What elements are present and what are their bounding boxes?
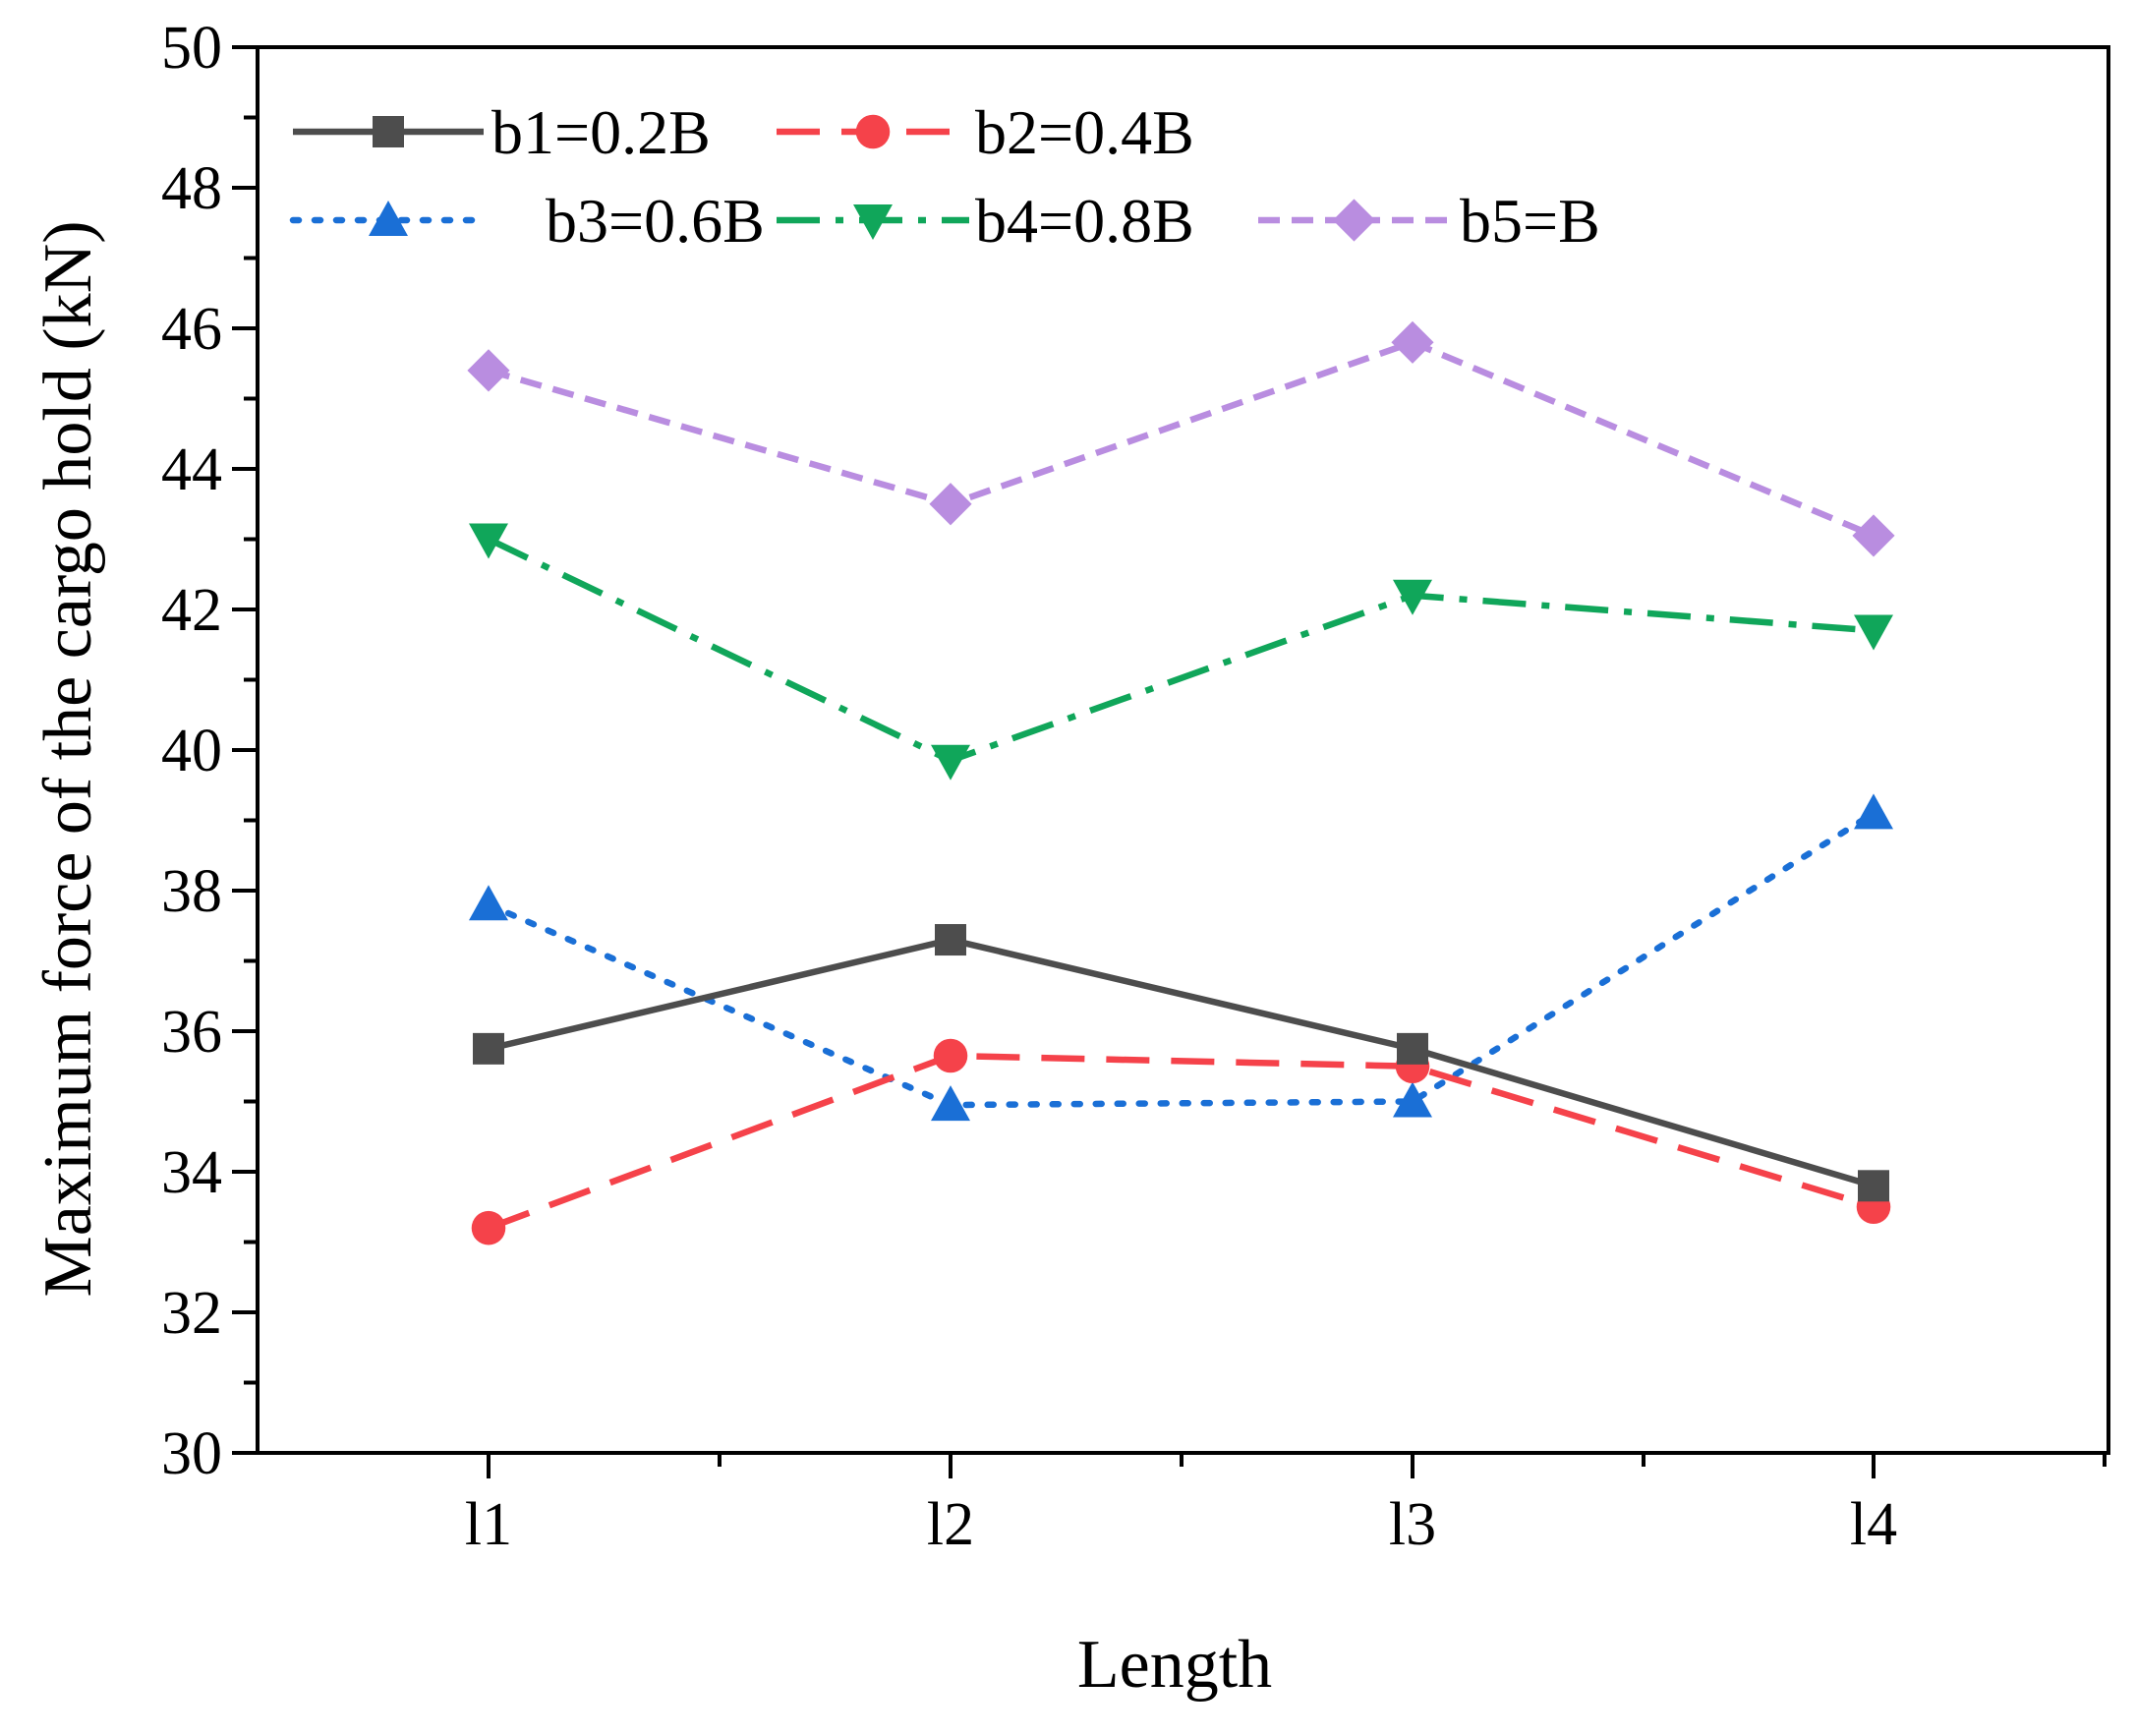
series-2-point bbox=[471, 1210, 506, 1245]
legend: b1=0.2B b2=0.4B b3=0.6B b4=0.8B b5=B bbox=[289, 97, 1600, 256]
y-axis: 30 32 34 36 38 40 42 44 46 48 50 bbox=[161, 15, 258, 1487]
series-5-point bbox=[1391, 320, 1434, 364]
series-3 bbox=[469, 793, 1893, 1122]
y-tick-label: 32 bbox=[161, 1280, 222, 1347]
series-1-point bbox=[1858, 1170, 1889, 1202]
series-1-point bbox=[1397, 1032, 1428, 1065]
series-3-point bbox=[931, 1085, 970, 1122]
series-5-point bbox=[467, 349, 510, 392]
legend-swatch-marker bbox=[373, 116, 404, 147]
series-5 bbox=[467, 320, 1895, 557]
series-3-point bbox=[1854, 793, 1893, 830]
series-4-point bbox=[1393, 579, 1432, 615]
series-1 bbox=[473, 924, 1889, 1202]
series-1-point bbox=[935, 924, 966, 956]
legend-label: b2=0.4B bbox=[975, 97, 1194, 167]
legend-item-5: b5=B bbox=[1258, 186, 1600, 256]
x-axis-title: Length bbox=[1077, 1627, 1272, 1703]
legend-item-3: b3=0.6B bbox=[289, 186, 765, 256]
y-tick-label: 48 bbox=[161, 155, 222, 222]
series-3-point bbox=[469, 885, 508, 921]
legend-swatch-marker bbox=[1332, 199, 1376, 242]
x-tick-label: l2 bbox=[927, 1491, 974, 1558]
y-tick-label: 44 bbox=[161, 436, 222, 503]
series-2-line bbox=[487, 1052, 1875, 1232]
legend-item-1: b1=0.2B bbox=[293, 97, 711, 167]
y-axis-title: Maximum force of the cargo hold (kN) bbox=[30, 220, 106, 1297]
legend-swatch-marker bbox=[855, 114, 891, 149]
y-tick-label: 50 bbox=[161, 15, 222, 82]
series-3-point bbox=[1393, 1081, 1432, 1118]
legend-item-4: b4=0.8B bbox=[777, 186, 1194, 256]
y-tick-label: 34 bbox=[161, 1139, 222, 1206]
legend-label: b1=0.2B bbox=[491, 97, 711, 167]
legend-swatch-marker bbox=[369, 201, 408, 236]
series-2-point bbox=[933, 1038, 968, 1073]
series-5-point bbox=[929, 483, 972, 526]
series-1-point bbox=[473, 1032, 504, 1065]
series-1-line bbox=[488, 936, 1875, 1189]
series-4-point bbox=[469, 523, 508, 559]
legend-label: b5=B bbox=[1460, 186, 1600, 256]
series-4 bbox=[469, 523, 1893, 781]
series-3-line bbox=[485, 810, 1877, 1109]
series-4-point bbox=[931, 744, 970, 781]
y-tick-label: 30 bbox=[161, 1420, 222, 1487]
x-tick-label: l3 bbox=[1389, 1491, 1436, 1558]
legend-label: b4=0.8B bbox=[975, 186, 1194, 256]
y-tick-label: 46 bbox=[161, 296, 222, 363]
x-axis: l1 l2 l3 l4 bbox=[465, 1453, 2107, 1558]
y-tick-label: 36 bbox=[161, 999, 222, 1066]
series-5-line bbox=[488, 339, 1876, 539]
series-4-line bbox=[487, 536, 1875, 764]
legend-label: b3=0.6B bbox=[546, 186, 765, 256]
x-tick-label: l4 bbox=[1850, 1491, 1897, 1558]
series-layer bbox=[467, 320, 1895, 1245]
y-tick-label: 42 bbox=[161, 577, 222, 644]
legend-swatch-marker bbox=[853, 204, 893, 240]
x-tick-label: l1 bbox=[465, 1491, 512, 1558]
series-5-point bbox=[1852, 514, 1895, 557]
y-tick-label: 40 bbox=[161, 718, 222, 784]
y-tick-label: 38 bbox=[161, 858, 222, 925]
legend-item-2: b2=0.4B bbox=[777, 97, 1194, 167]
series-4-point bbox=[1854, 614, 1893, 651]
